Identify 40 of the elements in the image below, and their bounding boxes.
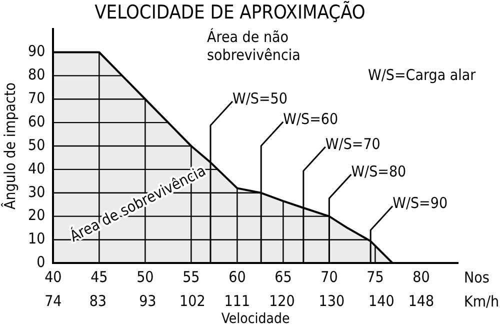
x2-tick-label: 111	[224, 292, 250, 310]
x-tick-label: 75	[366, 268, 384, 286]
annotation: W/S=50	[232, 89, 288, 108]
annotation: W/S=90	[392, 194, 448, 212]
x-tick-label: 45	[90, 268, 108, 286]
x2-tick-label: 93	[139, 292, 156, 310]
y-tick-label: 50	[28, 136, 46, 154]
y-tick-label: 70	[28, 89, 46, 108]
annotation: W/S=70	[325, 134, 380, 153]
x2-tick-label: 130	[318, 292, 345, 310]
x2-tick-label: 74	[44, 292, 62, 310]
chart-title: VELOCIDADE DE APROXIMAÇÃO	[94, 0, 366, 24]
text: Km/h	[464, 292, 500, 311]
x-tick-label: 50	[136, 268, 154, 286]
y-tick-label: 0	[36, 253, 46, 272]
x2-tick-label: 140	[368, 292, 394, 310]
x2-tick-label: 83	[89, 292, 107, 310]
x-tick-label: 60	[228, 268, 246, 286]
x-tick-label: 65	[274, 268, 292, 286]
x-tick-label: 70	[320, 268, 338, 286]
y-axis-title: Ângulo de impacto	[0, 82, 19, 210]
x2-tick-label: 120	[269, 292, 295, 310]
annotation: W/S=60	[283, 110, 338, 128]
annotation: W/S=Carga alar	[368, 66, 476, 84]
y-tick-label: 10	[28, 230, 46, 248]
x-tick-label: 40	[44, 268, 62, 286]
y-tick-label: 60	[28, 112, 46, 130]
annotation: Área de não sobrevivência	[207, 28, 300, 64]
text: Nos	[464, 268, 490, 287]
y-tick-label: 40	[28, 159, 46, 178]
x-tick-label: 55	[182, 268, 200, 286]
y-tick-label: 80	[28, 66, 46, 84]
y-tick-label: 20	[28, 206, 46, 224]
x-tick-label: 80	[412, 268, 430, 286]
y-tick-label: 30	[28, 182, 46, 201]
y-tick-label: 90	[28, 42, 46, 60]
x2-tick-label: 102	[180, 292, 206, 310]
x-axis-title: Velocidade	[221, 311, 290, 328]
x2-tick-label: 148	[408, 292, 434, 310]
annotation: W/S=80	[351, 162, 406, 180]
